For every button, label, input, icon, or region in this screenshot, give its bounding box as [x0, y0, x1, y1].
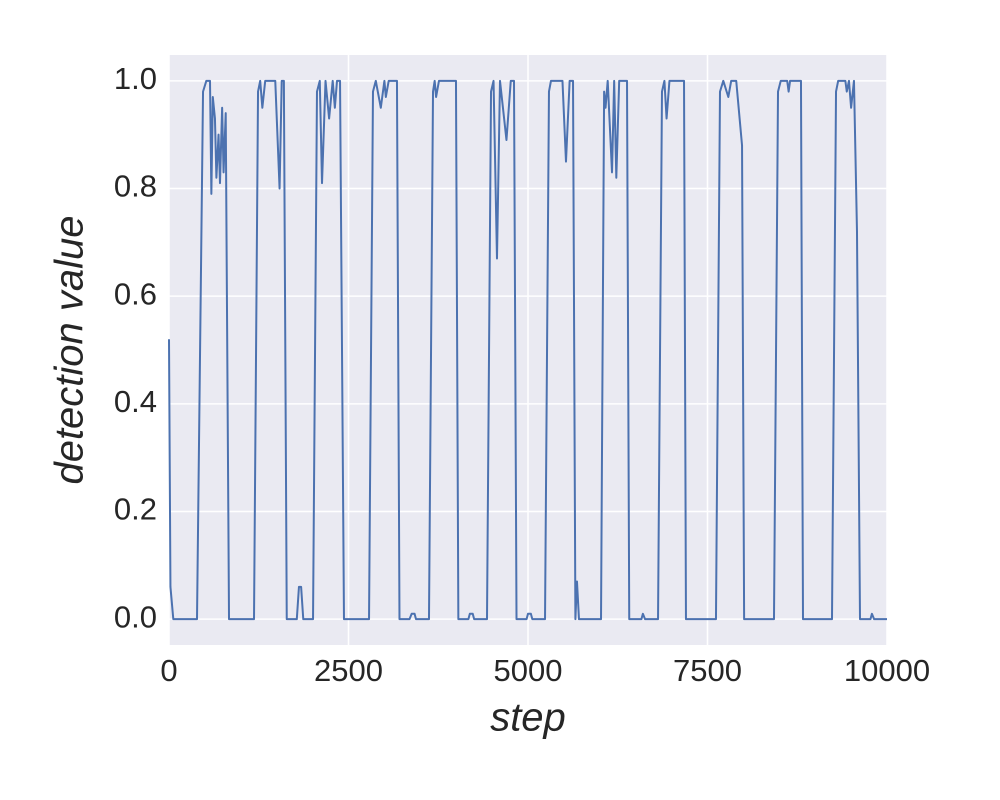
x-tick-label: 7500 — [673, 653, 742, 688]
y-tick-label: 0.2 — [114, 492, 157, 527]
x-tick-label: 2500 — [314, 653, 383, 688]
y-axis-label: detection value — [48, 215, 92, 484]
y-tick-label: 0.6 — [114, 276, 157, 311]
y-tick-label: 0.8 — [114, 169, 157, 204]
x-tick-label: 5000 — [494, 653, 563, 688]
y-tick-label: 1.0 — [114, 61, 157, 96]
x-axis-label: step — [490, 696, 566, 740]
x-tick-label: 0 — [160, 653, 177, 688]
data-line — [168, 79, 887, 621]
x-tick-label: 10000 — [844, 653, 930, 688]
y-tick-label: 0.4 — [114, 384, 157, 419]
y-tick-label: 0.0 — [114, 599, 157, 634]
